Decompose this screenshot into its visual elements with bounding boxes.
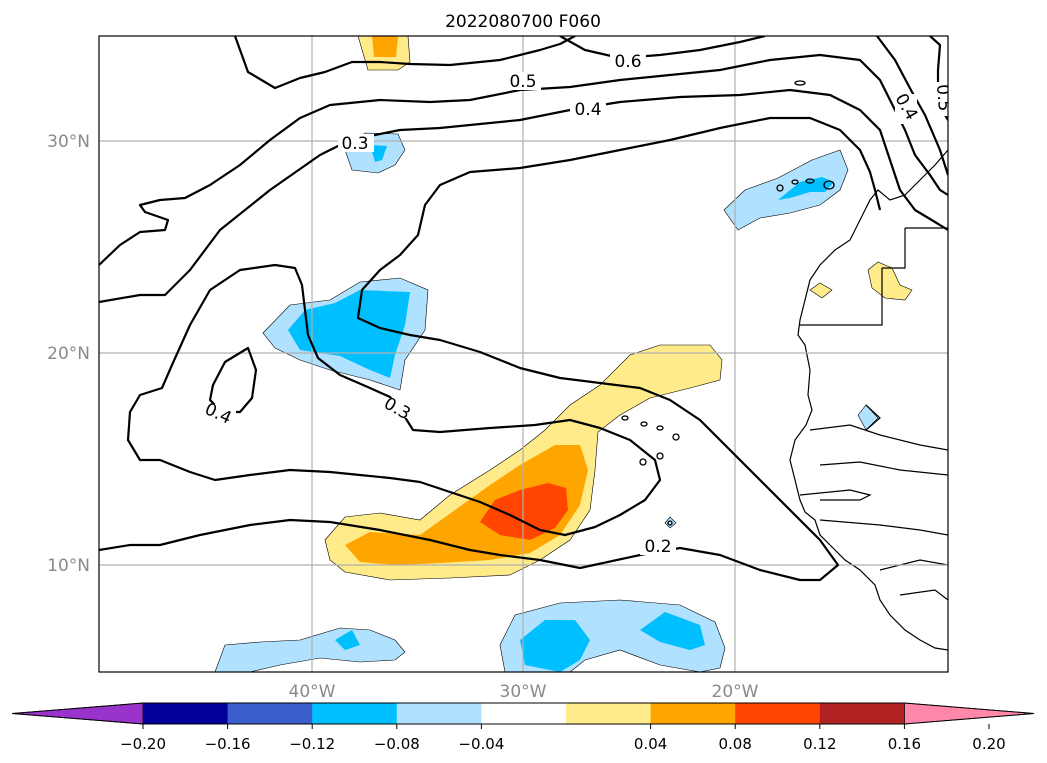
max-anomaly-fill <box>480 483 568 540</box>
lat-label: 30°N <box>47 132 90 152</box>
colorbar-tick-label: 0.08 <box>718 735 751 753</box>
contour-label: 0.5 <box>509 72 536 92</box>
contour-lines <box>99 36 948 582</box>
coastlines <box>789 149 948 651</box>
colorbar-extend-high <box>904 702 1035 725</box>
colorbar-tick-label: −0.08 <box>374 735 420 753</box>
colorbar-tick-label: −0.04 <box>458 735 504 753</box>
colorbar-segment <box>566 703 652 724</box>
colorbar-tick-label: 0.04 <box>634 735 667 753</box>
map-area: 0.6 0.5 0.4 0.3 0.4 0.3 0.2 0.4 0.5 <box>99 36 954 672</box>
strong-negative-anomaly-fill <box>288 145 834 672</box>
colorbar-segment <box>227 703 313 724</box>
colorbar-segment <box>396 703 482 724</box>
map-frame <box>98 35 949 673</box>
lon-label: 40°W <box>289 682 336 702</box>
colorbar-tick-label: 0.16 <box>888 735 921 753</box>
colorbar-segment <box>143 703 229 724</box>
colorbar-tick-label: 0.20 <box>972 735 1005 753</box>
colorbar-segment <box>481 703 567 724</box>
colorbar-segment <box>735 703 821 724</box>
colorbar-extend-low <box>11 702 144 725</box>
colorbar-segment <box>819 703 905 724</box>
colorbar-tick-label: −0.16 <box>205 735 251 753</box>
colorbar-segment <box>650 703 736 724</box>
lat-label: 10°N <box>47 556 90 576</box>
colorbar-tick-label: −0.20 <box>120 735 166 753</box>
contour-label: 0.5 <box>932 83 954 112</box>
figure-title: 2022080700 F060 <box>445 12 601 32</box>
lon-label: 20°W <box>712 682 759 702</box>
contour-label: 0.6 <box>614 52 641 72</box>
contour-label: 0.4 <box>574 100 601 120</box>
contour-labels: 0.6 0.5 0.4 0.3 0.4 0.3 0.2 0.4 0.5 <box>200 52 954 557</box>
latitude-labels: 30°N 20°N 10°N <box>47 132 90 576</box>
lat-label: 20°N <box>47 344 90 364</box>
contour-label: 0.3 <box>341 134 368 154</box>
colorbar-tick-label: 0.12 <box>803 735 836 753</box>
colorbar-tick-label: −0.12 <box>289 735 335 753</box>
colorbar-segment <box>312 703 398 724</box>
lon-label: 30°W <box>500 682 547 702</box>
islands <box>621 80 835 526</box>
longitude-labels: 40°W 30°W 20°W <box>289 682 759 702</box>
colorbar: −0.20 −0.16 −0.12 −0.08 −0.04 0.04 0.08 0.12 0.1… <box>11 702 1035 753</box>
contour-label: 0.2 <box>644 537 671 557</box>
